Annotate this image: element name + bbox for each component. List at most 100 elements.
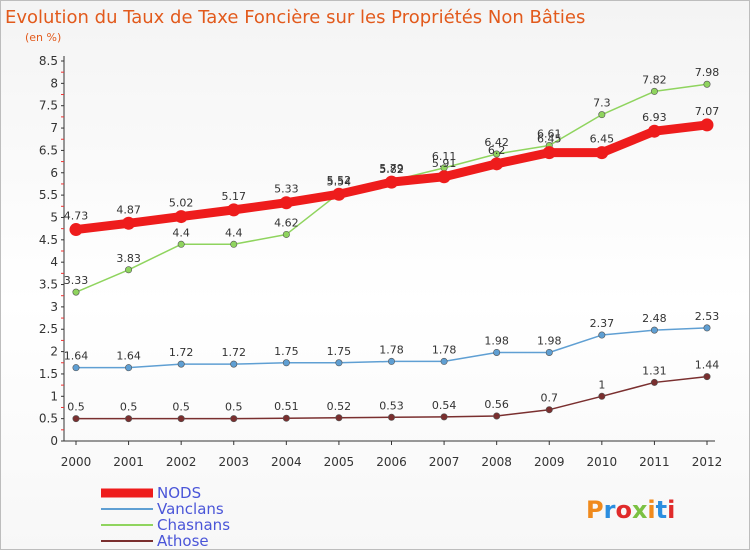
- x-tick-label: 2012: [692, 455, 723, 469]
- data-label-vanclans: 1.78: [379, 343, 404, 356]
- data-point-chasnans: [282, 230, 290, 238]
- data-label-nods: 6.2: [488, 144, 506, 157]
- y-tick-label: 7.5: [39, 99, 58, 113]
- data-point-nods: [174, 210, 188, 224]
- y-tick-label: 5: [50, 210, 58, 224]
- data-point-athose: [282, 414, 290, 422]
- logo-letter: x: [632, 496, 648, 524]
- data-label-athose: 0.52: [327, 400, 352, 413]
- data-point-athose: [598, 392, 606, 400]
- series-layer: [69, 80, 714, 423]
- data-point-athose: [545, 406, 553, 414]
- data-point-athose: [493, 412, 501, 420]
- x-tick-label: 2001: [113, 455, 144, 469]
- data-label-athose: 0.54: [432, 399, 457, 412]
- data-point-athose: [703, 373, 711, 381]
- data-label-nods: 5.17: [222, 190, 247, 203]
- data-label-chasnans: 6.11: [432, 150, 457, 163]
- data-point-nods: [490, 157, 504, 171]
- y-tick-label: 1: [50, 389, 58, 403]
- x-tick-label: 2006: [376, 455, 407, 469]
- data-point-chasnans: [650, 87, 658, 95]
- data-point-vanclans: [598, 331, 606, 339]
- data-label-nods: 5.79: [379, 162, 404, 175]
- data-point-chasnans: [598, 111, 606, 119]
- logo-letter: r: [604, 496, 616, 524]
- data-label-nods: 5.02: [169, 197, 194, 210]
- data-label-athose: 0.7: [541, 392, 559, 405]
- data-point-vanclans: [703, 324, 711, 332]
- data-point-chasnans: [177, 240, 185, 248]
- data-point-nods: [69, 223, 83, 237]
- data-label-athose: 1.44: [695, 359, 720, 372]
- data-label-vanclans: 2.48: [642, 312, 667, 325]
- proxiti-logo: Proxiti: [586, 496, 675, 524]
- data-label-nods: 5.52: [327, 174, 352, 187]
- data-point-nods: [700, 118, 714, 132]
- data-point-chasnans: [493, 150, 501, 158]
- logo-letter: i: [667, 496, 675, 524]
- data-label-chasnans: 5.82: [379, 163, 404, 176]
- data-point-nods: [227, 203, 241, 217]
- data-label-athose: 0.5: [172, 401, 190, 414]
- data-label-chasnans: 4.4: [225, 226, 243, 239]
- series-line-athose: [75, 375, 708, 420]
- data-point-vanclans: [335, 359, 343, 367]
- axes: 00.511.522.533.544.555.566.577.588.52000…: [39, 54, 722, 469]
- data-label-athose: 1.31: [642, 364, 667, 377]
- x-tick-label: 2002: [166, 455, 197, 469]
- data-point-athose: [125, 415, 133, 423]
- logo-letter: P: [586, 496, 604, 524]
- y-tick-label: 7: [50, 121, 58, 135]
- data-label-athose: 0.5: [67, 401, 85, 414]
- logo-letter: i: [647, 496, 655, 524]
- data-point-vanclans: [282, 359, 290, 367]
- data-label-athose: 0.5: [225, 401, 243, 414]
- data-label-vanclans: 1.64: [64, 350, 89, 363]
- data-label-chasnans: 7.3: [593, 97, 611, 110]
- data-point-nods: [542, 146, 556, 160]
- data-point-athose: [230, 415, 238, 423]
- y-tick-label: 6: [50, 166, 58, 180]
- data-label-vanclans: 2.53: [695, 310, 720, 323]
- x-tick-label: 2011: [639, 455, 670, 469]
- data-label-vanclans: 1.75: [327, 345, 352, 358]
- x-tick-label: 2003: [218, 455, 249, 469]
- chart-title: Evolution du Taux de Taxe Foncière sur l…: [5, 7, 585, 28]
- legend-label-nods: NODS: [157, 484, 201, 502]
- y-tick-label: 6.5: [39, 143, 58, 157]
- data-label-vanclans: 1.64: [116, 350, 141, 363]
- y-tick-label: 3.5: [39, 278, 58, 292]
- data-label-chasnans: 6.42: [484, 136, 509, 149]
- data-point-nods: [385, 175, 398, 189]
- data-point-athose: [387, 413, 395, 421]
- data-label-nods: 4.87: [116, 203, 141, 216]
- data-labels: 0.5 0.5 0.5 0.5 0.51 0.52 0.53 0.54 0.56 0.7 1 1.31…: [64, 66, 720, 413]
- data-point-vanclans: [545, 348, 553, 356]
- legend-label-athose: Athose: [157, 532, 209, 549]
- y-tick-label: 4: [50, 255, 58, 269]
- data-label-chasnans: 4.4: [172, 226, 190, 239]
- data-point-athose: [650, 378, 658, 386]
- x-tick-label: 2004: [271, 455, 302, 469]
- proxiti-logo-text: Proxiti: [586, 496, 675, 524]
- data-label-vanclans: 1.75: [274, 345, 299, 358]
- data-label-nods: 6.45: [590, 133, 615, 146]
- data-point-vanclans: [177, 360, 185, 368]
- y-tick-label: 2: [50, 345, 58, 359]
- data-point-nods: [122, 216, 136, 230]
- y-tick-label: 8: [50, 76, 58, 90]
- data-point-vanclans: [230, 360, 238, 368]
- data-point-vanclans: [650, 326, 658, 334]
- y-tick-label: 2.5: [39, 322, 58, 336]
- data-point-vanclans: [440, 357, 448, 365]
- data-label-nods: 6.45: [537, 133, 562, 146]
- data-point-vanclans: [387, 357, 395, 365]
- logo-letter: t: [656, 496, 667, 524]
- data-label-chasnans: 4.62: [274, 216, 299, 229]
- data-point-nods: [437, 170, 451, 184]
- y-tick-label: 0: [50, 434, 58, 448]
